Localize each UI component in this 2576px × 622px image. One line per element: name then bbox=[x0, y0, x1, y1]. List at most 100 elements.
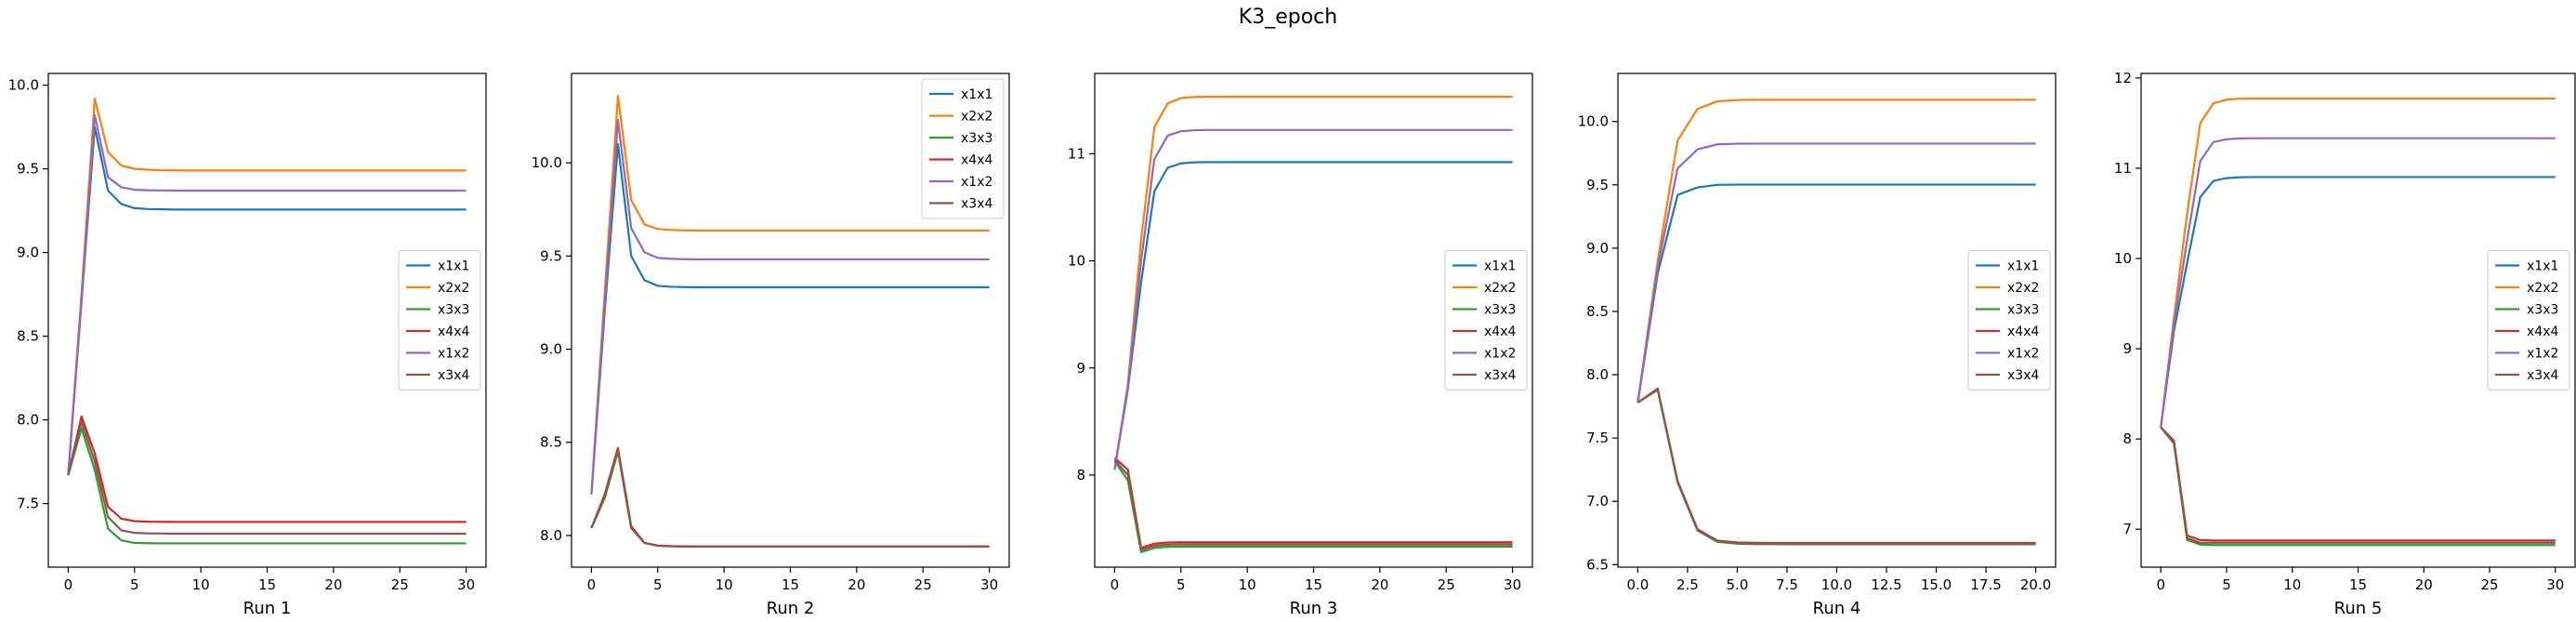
y-tick-label: 9.0 bbox=[17, 245, 39, 261]
legend-entry-x3x3: x3x3 bbox=[2007, 303, 2039, 318]
x-tick-label: 2.5 bbox=[1676, 576, 1699, 593]
legend-entry-x3x4: x3x4 bbox=[438, 368, 469, 383]
x-tick-label: 25 bbox=[2480, 576, 2498, 593]
y-tick-label: 8.0 bbox=[1586, 366, 1609, 383]
y-tick-label: 9.5 bbox=[540, 247, 562, 264]
legend-entry-x3x3: x3x3 bbox=[438, 303, 469, 318]
legend: x1x1 x2x2 x3x3 x4x4 x1x2 x3x4 bbox=[398, 250, 481, 390]
y-tick-label: 6.5 bbox=[1586, 556, 1609, 573]
x-tick-label: 17.5 bbox=[1970, 576, 2001, 593]
y-tick-label: 7.0 bbox=[1586, 493, 1609, 510]
legend-entry-x2x2: x2x2 bbox=[1484, 281, 1516, 296]
y-tick-label: 8 bbox=[1076, 467, 1085, 483]
series-line-x3x4 bbox=[2160, 426, 2556, 544]
y-tick-label: 8.5 bbox=[540, 434, 562, 451]
x-tick-label: 5 bbox=[1176, 576, 1186, 593]
x-tick-label: 30 bbox=[2546, 576, 2564, 593]
series-line-x1x1 bbox=[2160, 176, 2556, 428]
y-tick-label: 8.0 bbox=[540, 527, 562, 544]
series-line-x2x2 bbox=[590, 94, 990, 495]
legend-entry-x4x4: x4x4 bbox=[438, 324, 469, 339]
legend-entry-x4x4: x4x4 bbox=[2527, 324, 2558, 339]
y-tick-label: 9.5 bbox=[17, 161, 39, 178]
x-tick-label: 30 bbox=[1504, 576, 1521, 593]
legend-entry-x1x1: x1x1 bbox=[1484, 259, 1516, 274]
legend-entry-x1x2: x1x2 bbox=[2007, 347, 2039, 362]
series-line-x1x2 bbox=[2160, 137, 2556, 428]
legend-entry-x3x4: x3x4 bbox=[1484, 368, 1516, 383]
x-tick-label: 20 bbox=[2415, 576, 2433, 593]
series-line-x3x4 bbox=[1113, 459, 1513, 551]
x-tick-label: 10 bbox=[192, 576, 210, 593]
legend-entry-x1x1: x1x1 bbox=[961, 87, 992, 102]
series-line-x3x3 bbox=[1113, 460, 1513, 553]
series-line-x2x2 bbox=[1636, 99, 2036, 404]
x-axis-label: Run 3 bbox=[1290, 599, 1338, 618]
legend-entry-x1x2: x1x2 bbox=[2527, 347, 2558, 362]
series-line-x1x1 bbox=[1636, 183, 2036, 404]
x-axis-label: Run 1 bbox=[243, 599, 292, 618]
y-tick-label: 8.5 bbox=[17, 328, 39, 345]
x-tick-label: 0 bbox=[587, 576, 597, 593]
x-tick-label: 15 bbox=[258, 576, 276, 593]
x-tick-label: 0 bbox=[64, 576, 73, 593]
series-line-x3x3 bbox=[1636, 389, 2036, 546]
series-line-x1x2 bbox=[1636, 142, 2036, 404]
legend-entry-x2x2: x2x2 bbox=[2007, 281, 2039, 296]
legend-entry-x3x4: x3x4 bbox=[2527, 368, 2558, 383]
x-axis-label: Run 2 bbox=[767, 599, 815, 618]
chart-panel-4: 0.0 2.5 5.0 7.5 10.0 12.5 15.0 17.5 20.0 6.5 7.0 7.… bbox=[1578, 73, 2057, 618]
series-line-x3x4 bbox=[1636, 388, 2036, 545]
x-tick-label: 10 bbox=[716, 576, 733, 593]
x-tick-label: 5 bbox=[2222, 576, 2231, 593]
series-line-x3x4 bbox=[67, 420, 467, 536]
y-tick-label: 11 bbox=[1068, 145, 1085, 162]
legend-entry-x1x2: x1x2 bbox=[1484, 347, 1516, 362]
x-tick-label: 0 bbox=[1111, 576, 1120, 593]
x-tick-label: 25 bbox=[391, 576, 409, 593]
y-tick-label: 8 bbox=[2123, 430, 2132, 447]
x-tick-label: 25 bbox=[1438, 576, 1455, 593]
legend-entry-x2x2: x2x2 bbox=[2527, 281, 2558, 296]
y-tick-label: 7 bbox=[2123, 521, 2132, 537]
y-tick-label: 9 bbox=[1076, 360, 1085, 377]
x-tick-label: 0.0 bbox=[1626, 576, 1649, 593]
series-line-x4x4 bbox=[1113, 457, 1513, 549]
series-line-x2x2 bbox=[67, 97, 467, 476]
legend-entry-x1x2: x1x2 bbox=[438, 347, 469, 362]
series-line-x1x1 bbox=[1113, 161, 1513, 470]
x-tick-label: 30 bbox=[457, 576, 475, 593]
series-line-x4x4 bbox=[1636, 387, 2036, 545]
x-tick-label: 12.5 bbox=[1871, 576, 1901, 593]
legend-entry-x4x4: x4x4 bbox=[2007, 324, 2039, 339]
y-tick-label: 10 bbox=[2114, 250, 2132, 267]
legend-entry-x3x3: x3x3 bbox=[1484, 303, 1516, 318]
legend-box bbox=[2487, 250, 2570, 390]
series-line-x3x3 bbox=[590, 450, 990, 549]
series-line-x1x1 bbox=[67, 126, 467, 476]
y-tick-label: 9 bbox=[2123, 340, 2132, 357]
legend-entry-x2x2: x2x2 bbox=[438, 281, 469, 296]
series-line-x1x2 bbox=[67, 113, 467, 476]
x-tick-label: 20 bbox=[1371, 576, 1388, 593]
legend-box bbox=[921, 78, 1005, 219]
x-tick-label: 5.0 bbox=[1727, 576, 1749, 593]
series-line-x3x3 bbox=[67, 427, 467, 545]
x-tick-label: 0 bbox=[2156, 576, 2165, 593]
legend-entry-x3x4: x3x4 bbox=[961, 197, 992, 212]
y-tick-label: 9.5 bbox=[1586, 177, 1609, 193]
series-line-x3x3 bbox=[2160, 426, 2556, 547]
x-tick-label: 20 bbox=[324, 576, 342, 593]
legend-entry-x4x4: x4x4 bbox=[1484, 324, 1516, 339]
y-tick-label: 8.5 bbox=[1586, 303, 1609, 320]
x-tick-label: 20.0 bbox=[2020, 576, 2051, 593]
x-tick-label: 15 bbox=[2349, 576, 2367, 593]
legend-box bbox=[1967, 250, 2051, 390]
x-tick-label: 7.5 bbox=[1776, 576, 1798, 593]
legend-box bbox=[1444, 250, 1528, 390]
x-tick-label: 10.0 bbox=[1821, 576, 1852, 593]
y-tick-label: 12 bbox=[2114, 70, 2132, 86]
legend-entry-x1x1: x1x1 bbox=[2527, 259, 2558, 274]
